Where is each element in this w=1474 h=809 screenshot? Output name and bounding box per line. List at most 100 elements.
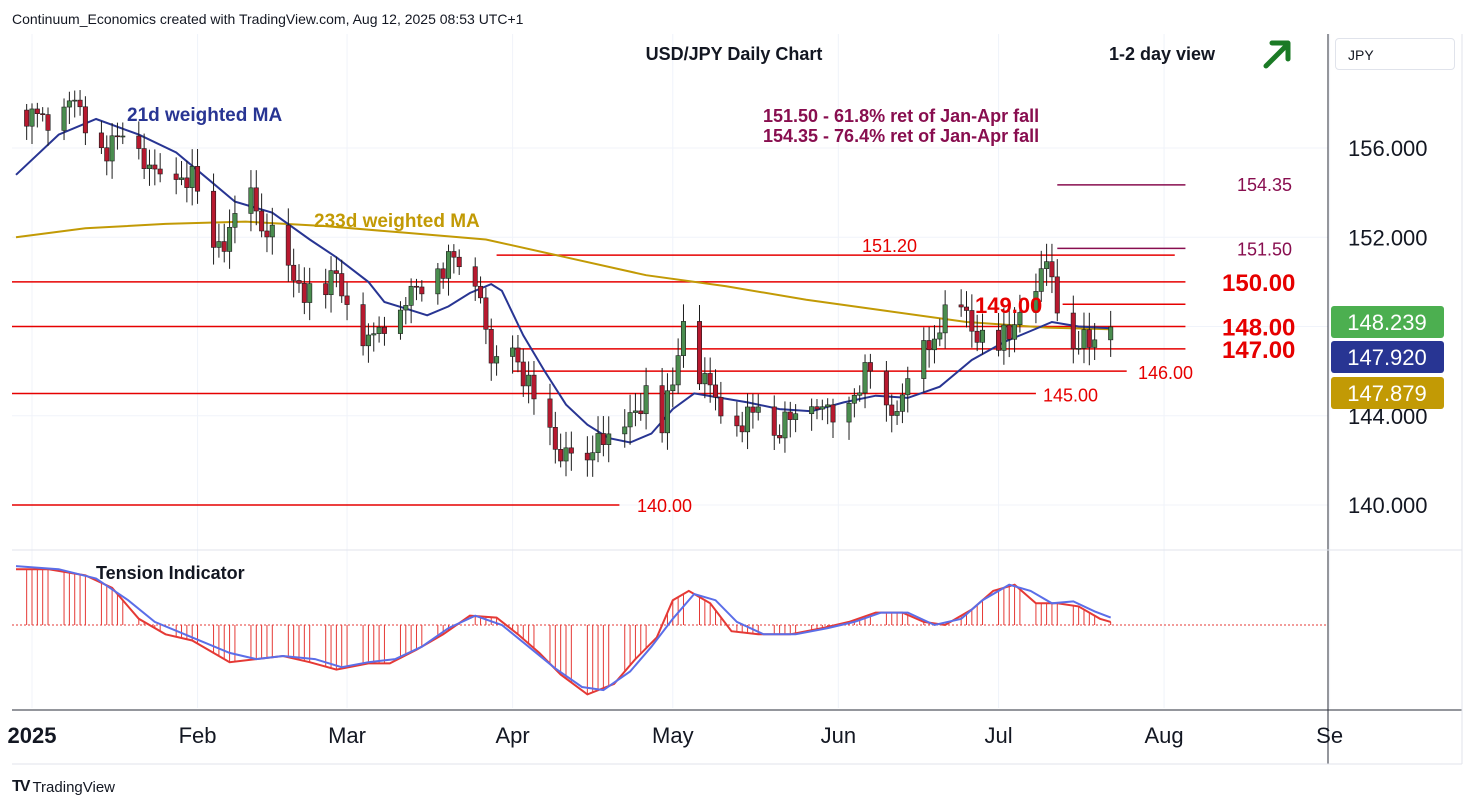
candle-body bbox=[1108, 326, 1114, 341]
fib-annotation: 154.35 - 76.4% ret of Jan-Apr fall bbox=[763, 126, 1039, 146]
trend-arrow-icon bbox=[1263, 40, 1291, 69]
candle-body bbox=[403, 305, 409, 311]
candle-body bbox=[216, 241, 222, 248]
candle-body bbox=[883, 370, 889, 406]
candle-body bbox=[905, 378, 911, 396]
candle-body bbox=[958, 304, 964, 308]
x-tick-label: Jun bbox=[821, 723, 856, 748]
chart-title: USD/JPY Daily Chart bbox=[646, 44, 823, 64]
candle-body bbox=[659, 385, 665, 434]
ma21-label: 21d weighted MA bbox=[127, 105, 282, 126]
candle-body bbox=[82, 106, 88, 134]
level-label: 151.50 bbox=[1237, 239, 1292, 259]
candle-body bbox=[381, 326, 387, 334]
tension-line bbox=[16, 568, 1111, 696]
candle-body bbox=[921, 340, 927, 379]
candle-body bbox=[664, 390, 670, 434]
candle-body bbox=[344, 295, 350, 305]
candle-body bbox=[264, 230, 270, 238]
candle-body bbox=[456, 256, 462, 268]
candle-body bbox=[98, 132, 104, 149]
candle-body bbox=[750, 406, 756, 413]
x-tick-label: Mar bbox=[328, 723, 366, 748]
candle-body bbox=[825, 404, 831, 408]
candle-body bbox=[328, 270, 334, 296]
candle-body bbox=[66, 100, 72, 108]
candle-body bbox=[1006, 324, 1012, 340]
candle-body bbox=[755, 406, 761, 413]
x-tick-label: 2025 bbox=[8, 723, 57, 748]
tradingview-logo-icon: TV bbox=[12, 778, 31, 795]
candle-body bbox=[1038, 268, 1044, 292]
candle-body bbox=[926, 340, 932, 351]
candle-body bbox=[152, 164, 158, 170]
fib-annotation: 151.50 - 61.8% ret of Jan-Apr fall bbox=[763, 106, 1039, 126]
candle-body bbox=[771, 406, 777, 436]
candle-body bbox=[77, 99, 83, 108]
candle-body bbox=[136, 135, 142, 149]
candle-body bbox=[809, 406, 815, 415]
candle-body bbox=[867, 362, 873, 372]
candle-body bbox=[713, 384, 719, 398]
candle-body bbox=[590, 452, 596, 461]
candle-body bbox=[440, 268, 446, 279]
tradingview-logo[interactable]: TV TradingView bbox=[12, 778, 115, 796]
candle-body bbox=[793, 413, 799, 420]
candle-body bbox=[40, 113, 46, 115]
currency-selector[interactable]: JPY bbox=[1335, 38, 1455, 70]
candle-body bbox=[29, 108, 35, 127]
candle-body bbox=[1081, 329, 1087, 349]
y-tick-label: 140.000 bbox=[1348, 493, 1428, 518]
chart-subtitle: 1-2 day view bbox=[1109, 44, 1216, 64]
candle-body bbox=[942, 304, 948, 334]
price-badge-label: 147.920 bbox=[1347, 345, 1427, 370]
candle-body bbox=[632, 410, 638, 413]
candle-body bbox=[253, 187, 259, 212]
candle-body bbox=[1033, 291, 1039, 313]
candle-body bbox=[702, 373, 708, 385]
candle-body bbox=[72, 99, 78, 102]
x-tick-label: Feb bbox=[179, 723, 217, 748]
candle-body bbox=[435, 268, 441, 295]
level-label: 140.00 bbox=[637, 496, 692, 516]
candle-body bbox=[851, 394, 857, 404]
x-tick-label: May bbox=[652, 723, 694, 748]
candle-body bbox=[563, 447, 569, 462]
candle-body bbox=[1092, 339, 1098, 348]
candle-body bbox=[1076, 347, 1082, 350]
candle-body bbox=[745, 406, 751, 433]
candle-body bbox=[862, 362, 868, 394]
candle-body bbox=[969, 310, 975, 332]
candle-body bbox=[819, 406, 825, 410]
candle-body bbox=[269, 224, 275, 238]
candle-body bbox=[680, 321, 686, 356]
price-badge bbox=[1331, 377, 1444, 409]
candle-body bbox=[931, 338, 937, 351]
y-tick-label: 152.000 bbox=[1348, 225, 1428, 250]
trend-arrow-shaft bbox=[1263, 42, 1290, 69]
tension-indicator-label: Tension Indicator bbox=[96, 563, 245, 583]
x-tick-label: Aug bbox=[1145, 723, 1184, 748]
candle-body bbox=[141, 148, 147, 169]
candle-body bbox=[595, 433, 601, 453]
candle-body bbox=[24, 109, 30, 127]
price-badge bbox=[1331, 341, 1444, 373]
candle-body bbox=[157, 168, 163, 175]
ma233-line bbox=[15, 220, 1111, 331]
candle-body bbox=[889, 404, 895, 416]
candle-body bbox=[472, 266, 478, 287]
candle-body bbox=[675, 355, 681, 386]
attribution-text: Continuum_Economics created with Trading… bbox=[12, 11, 524, 27]
candle-body bbox=[739, 425, 745, 433]
candle-body bbox=[195, 166, 201, 192]
candle-body bbox=[1001, 324, 1007, 351]
candle-body bbox=[643, 385, 649, 415]
candle-body bbox=[515, 347, 521, 363]
candle-body bbox=[963, 306, 969, 311]
candle-body bbox=[211, 190, 217, 248]
level-label: 150.00 bbox=[1222, 270, 1295, 297]
candle-body bbox=[478, 285, 484, 299]
tension-signal-line bbox=[15, 565, 1112, 692]
candle-body bbox=[184, 177, 190, 188]
